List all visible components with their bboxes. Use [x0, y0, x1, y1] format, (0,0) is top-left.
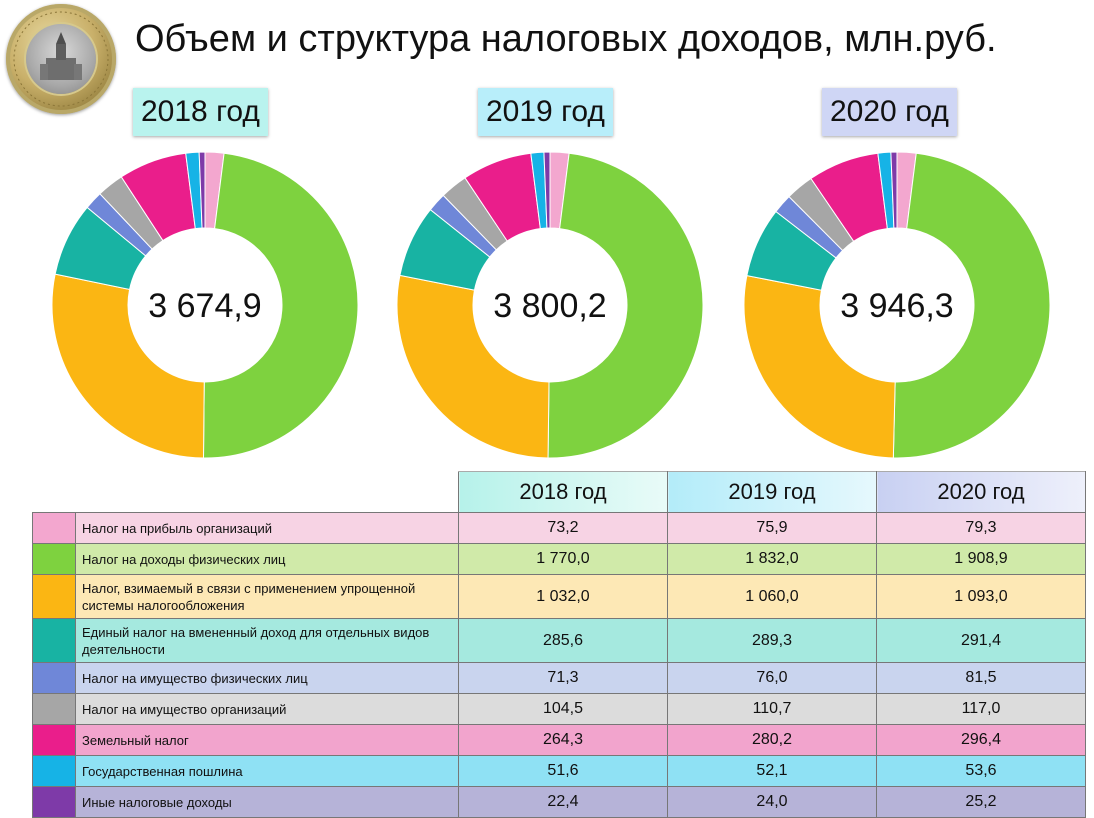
value-cell: 73,2	[458, 512, 668, 544]
table-row: Налог на доходы физических лиц 1 770,0 1 8…	[32, 543, 1086, 575]
donut-slice	[547, 152, 704, 459]
donut-total-label: 3 800,2	[493, 287, 606, 325]
table-row: Налог на имущество организаций 104,5 110,7…	[32, 693, 1086, 725]
value-cell: 1 908,9	[876, 543, 1086, 575]
value-cell: 1 060,0	[667, 574, 877, 619]
value-cell: 75,9	[667, 512, 877, 544]
donut-total-label: 3 674,9	[148, 287, 261, 325]
legend-swatch	[32, 618, 76, 663]
value-cell: 110,7	[667, 693, 877, 725]
value-cell: 280,2	[667, 724, 877, 756]
table-header-blank	[33, 472, 459, 513]
year-label-2019: 2019 год	[478, 88, 613, 136]
tax-name-cell: Налог на прибыль организаций	[75, 512, 459, 544]
value-cell: 22,4	[458, 786, 668, 818]
table-row: Налог на имущество физических лиц 71,3 76,…	[32, 662, 1086, 694]
donut-slice	[890, 151, 898, 229]
legend-swatch	[32, 512, 76, 544]
donut-total-label: 3 946,3	[840, 287, 953, 325]
table-row: Единый налог на вмененный доход для отде…	[32, 618, 1086, 663]
table-header-2020: 2020 год	[876, 471, 1086, 513]
legend-swatch	[32, 543, 76, 575]
value-cell: 291,4	[876, 618, 1086, 663]
tax-name-cell: Единый налог на вмененный доход для отде…	[75, 618, 459, 663]
table-row: Иные налоговые доходы 22,4 24,0 25,2	[32, 786, 1086, 818]
value-cell: 117,0	[876, 693, 1086, 725]
donut-slice	[198, 151, 206, 229]
donut-slice	[396, 274, 550, 459]
value-cell: 53,6	[876, 755, 1086, 787]
legend-swatch	[32, 574, 76, 619]
coin-rim-icon	[13, 11, 109, 107]
tax-name-cell: Налог, взимаемый в связи с применением у…	[75, 574, 459, 619]
donut-charts: 3 674,9 3 800,2 3 946,3	[51, 151, 1051, 459]
tax-table: 2018 год 2019 год 2020 год Налог на приб…	[32, 471, 1086, 818]
value-cell: 1 093,0	[876, 574, 1086, 619]
value-cell: 1 032,0	[458, 574, 668, 619]
legend-swatch	[32, 755, 76, 787]
donut-slice	[543, 151, 551, 229]
donut-slice	[202, 152, 359, 459]
tax-name-cell: Налог на доходы физических лиц	[75, 543, 459, 575]
value-cell: 296,4	[876, 724, 1086, 756]
tax-name-cell: Земельный налог	[75, 724, 459, 756]
value-cell: 79,3	[876, 512, 1086, 544]
legend-swatch	[32, 662, 76, 694]
table-row: Налог, взимаемый в связи с применением у…	[32, 574, 1086, 619]
table-row: Налог на прибыль организаций 73,2 75,9 79,3	[32, 512, 1086, 544]
value-cell: 24,0	[667, 786, 877, 818]
value-cell: 1 832,0	[667, 543, 877, 575]
value-cell: 81,5	[876, 662, 1086, 694]
table-row: Государственная пошлина 51,6 52,1 53,6	[32, 755, 1086, 787]
value-cell: 25,2	[876, 786, 1086, 818]
value-cell: 289,3	[667, 618, 877, 663]
value-cell: 71,3	[458, 662, 668, 694]
table-header-2019: 2019 год	[667, 471, 877, 513]
value-cell: 76,0	[667, 662, 877, 694]
legend-swatch	[32, 693, 76, 725]
legend-swatch	[32, 786, 76, 818]
value-cell: 51,6	[458, 755, 668, 787]
value-cell: 264,3	[458, 724, 668, 756]
value-cell: 1 770,0	[458, 543, 668, 575]
table-header-row: 2018 год 2019 год 2020 год	[33, 471, 1086, 513]
donut-slice	[51, 273, 205, 459]
table-header-2018: 2018 год	[458, 471, 668, 513]
page-title: Объем и структура налоговых доходов, млн…	[135, 18, 997, 60]
legend-swatch	[32, 724, 76, 756]
donut-slice	[892, 152, 1051, 459]
value-cell: 285,6	[458, 618, 668, 663]
tax-name-cell: Налог на имущество физических лиц	[75, 662, 459, 694]
tax-name-cell: Государственная пошлина	[75, 755, 459, 787]
value-cell: 52,1	[667, 755, 877, 787]
church-emblem-icon	[26, 24, 96, 94]
year-label-2020: 2020 год	[822, 88, 957, 136]
tax-name-cell: Налог на имущество организаций	[75, 693, 459, 725]
coin-emblem	[6, 4, 116, 114]
tax-name-cell: Иные налоговые доходы	[75, 786, 459, 818]
table-row: Земельный налог 264,3 280,2 296,4	[32, 724, 1086, 756]
value-cell: 104,5	[458, 693, 668, 725]
donut-slice	[743, 275, 896, 459]
year-label-2018: 2018 год	[133, 88, 268, 136]
